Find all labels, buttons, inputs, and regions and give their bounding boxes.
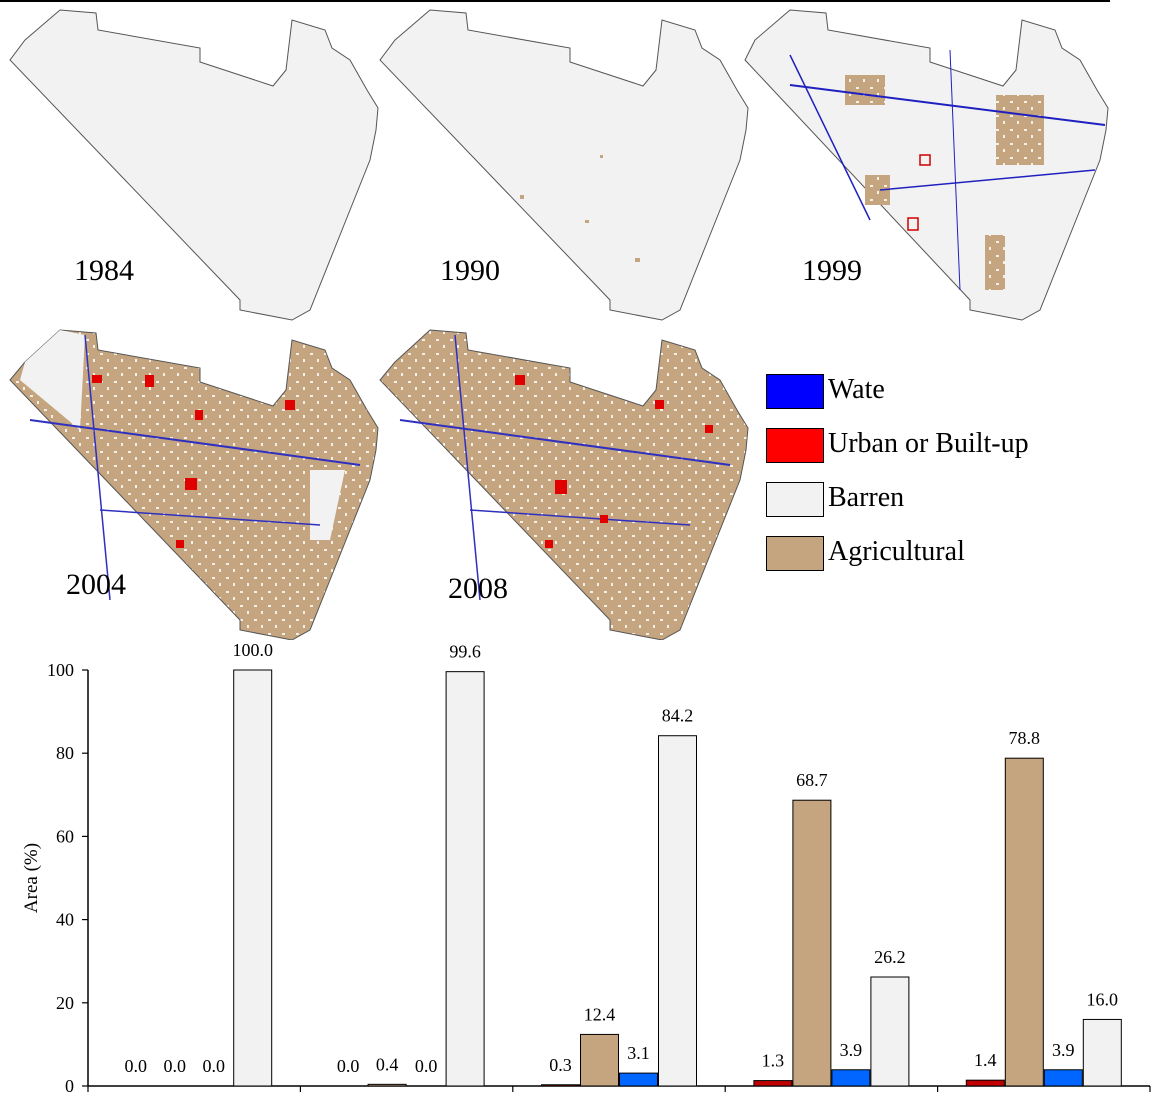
- y-tick-label: 0: [65, 1076, 74, 1096]
- map-year-label: 1984: [74, 254, 134, 287]
- land-use-maps: [9, 9, 1109, 640]
- y-tick-label: 20: [56, 993, 74, 1013]
- legend-swatch: [766, 374, 824, 409]
- legend-item: Wate: [766, 372, 1086, 409]
- data-label: 3.1: [627, 1043, 650, 1063]
- data-label: 12.4: [584, 1004, 616, 1024]
- map-1984: [9, 9, 379, 321]
- data-label: 0.3: [549, 1055, 572, 1075]
- top-rule: [0, 0, 1110, 2]
- bar: [831, 1069, 871, 1087]
- map-2004: [9, 329, 379, 640]
- data-label: 0.0: [163, 1056, 186, 1076]
- bar: [658, 735, 697, 1087]
- data-label: 99.6: [449, 642, 481, 662]
- data-label: 0.0: [202, 1056, 225, 1076]
- legend-item: Agricultural: [766, 534, 1086, 571]
- y-tick-label: 80: [56, 743, 74, 763]
- data-label: 3.9: [1052, 1040, 1075, 1060]
- data-label: 26.2: [874, 947, 906, 967]
- legend-item: Urban or Built-up: [766, 426, 1086, 463]
- bar: [1082, 1018, 1122, 1087]
- bar: [1004, 757, 1044, 1087]
- bar: [1043, 1069, 1083, 1087]
- bar: [965, 1079, 1005, 1087]
- map-1990: [379, 9, 749, 321]
- map-year-label: 2008: [448, 572, 508, 605]
- legend-label: Wate: [828, 374, 885, 405]
- y-tick-label: 40: [56, 910, 74, 930]
- map-1999: [744, 9, 1109, 321]
- bar: [580, 1033, 619, 1087]
- y-axis-title: Area (%): [21, 843, 42, 913]
- legend-swatch: [766, 428, 824, 463]
- bar: [367, 1083, 407, 1087]
- y-tick-label: 60: [56, 826, 74, 846]
- bar: [541, 1084, 580, 1087]
- data-label: 0.0: [337, 1056, 360, 1076]
- bar: [233, 669, 273, 1087]
- data-label: 0.0: [124, 1056, 147, 1076]
- data-label: 0.4: [376, 1054, 399, 1074]
- bar: [792, 799, 832, 1087]
- map-year-label: 1990: [440, 254, 500, 287]
- legend-swatch: [766, 536, 824, 571]
- data-label: 78.8: [1009, 728, 1041, 748]
- data-label: 68.7: [796, 770, 828, 790]
- bar: [753, 1080, 793, 1087]
- data-label: 1.3: [762, 1051, 785, 1071]
- data-label: 1.4: [974, 1050, 997, 1070]
- y-tick-label: 100: [47, 660, 74, 680]
- bar: [619, 1072, 658, 1087]
- data-label: 84.2: [662, 706, 694, 726]
- bar: [445, 671, 485, 1087]
- map-2008: [379, 329, 749, 640]
- data-label: 16.0: [1087, 989, 1119, 1009]
- legend-item: Barren: [766, 480, 1086, 517]
- legend-label: Urban or Built-up: [828, 428, 1029, 459]
- legend-swatch: [766, 482, 824, 517]
- data-label: 100.0: [232, 640, 273, 660]
- map-year-label: 2004: [66, 568, 126, 601]
- legend-label: Agricultural: [828, 536, 965, 567]
- data-label: 0.0: [415, 1056, 438, 1076]
- data-label: 3.9: [840, 1040, 863, 1060]
- legend-label: Barren: [828, 482, 905, 513]
- bar: [870, 976, 910, 1087]
- map-year-label: 1999: [802, 254, 862, 287]
